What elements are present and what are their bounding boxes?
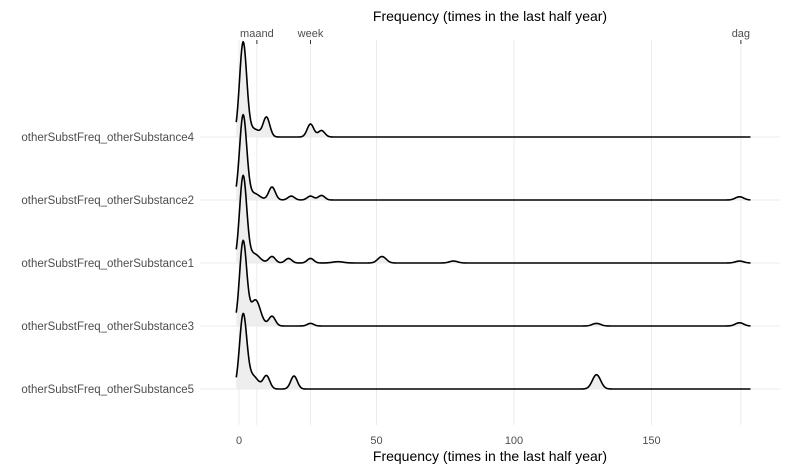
ridge-fill-otherSubstFreq_otherSubstance1 — [236, 175, 751, 263]
category-label: otherSubstFreq_otherSubstance2 — [21, 195, 194, 207]
category-label: otherSubstFreq_otherSubstance1 — [21, 258, 194, 270]
ridge-line-otherSubstFreq_otherSubstance3 — [235, 239, 751, 327]
ridge-line-otherSubstFreq_otherSubstance4 — [235, 40, 751, 138]
bottom-axis-title: Frequency (times in the last half year) — [373, 448, 607, 464]
x-tick-label: 100 — [505, 435, 523, 447]
top-tick-label: dag — [732, 28, 750, 40]
top-tick-label: week — [297, 28, 324, 40]
top-tick-label: maand — [240, 28, 274, 40]
top-axis-title: Frequency (times in the last half year) — [373, 8, 607, 24]
x-tick-label: 0 — [236, 435, 242, 447]
ridge-line-otherSubstFreq_otherSubstance5 — [235, 312, 751, 390]
ridge-fill-otherSubstFreq_otherSubstance4 — [236, 41, 751, 137]
ridge-layer — [235, 40, 751, 390]
label-layer: 0 50 100 150 maand week dag otherSubstFreq_othe… — [21, 28, 750, 447]
ridge-fill-otherSubstFreq_otherSubstance3 — [236, 240, 751, 326]
category-label: otherSubstFreq_otherSubstance3 — [21, 321, 194, 333]
ridge-line-otherSubstFreq_otherSubstance2 — [235, 113, 751, 201]
x-tick-label: 50 — [370, 435, 382, 447]
ridge-line-otherSubstFreq_otherSubstance1 — [235, 174, 751, 264]
x-tick-label: 150 — [642, 435, 660, 447]
category-label: otherSubstFreq_otherSubstance4 — [21, 132, 194, 144]
grid-layer — [200, 40, 780, 425]
category-label: otherSubstFreq_otherSubstance5 — [21, 384, 194, 396]
